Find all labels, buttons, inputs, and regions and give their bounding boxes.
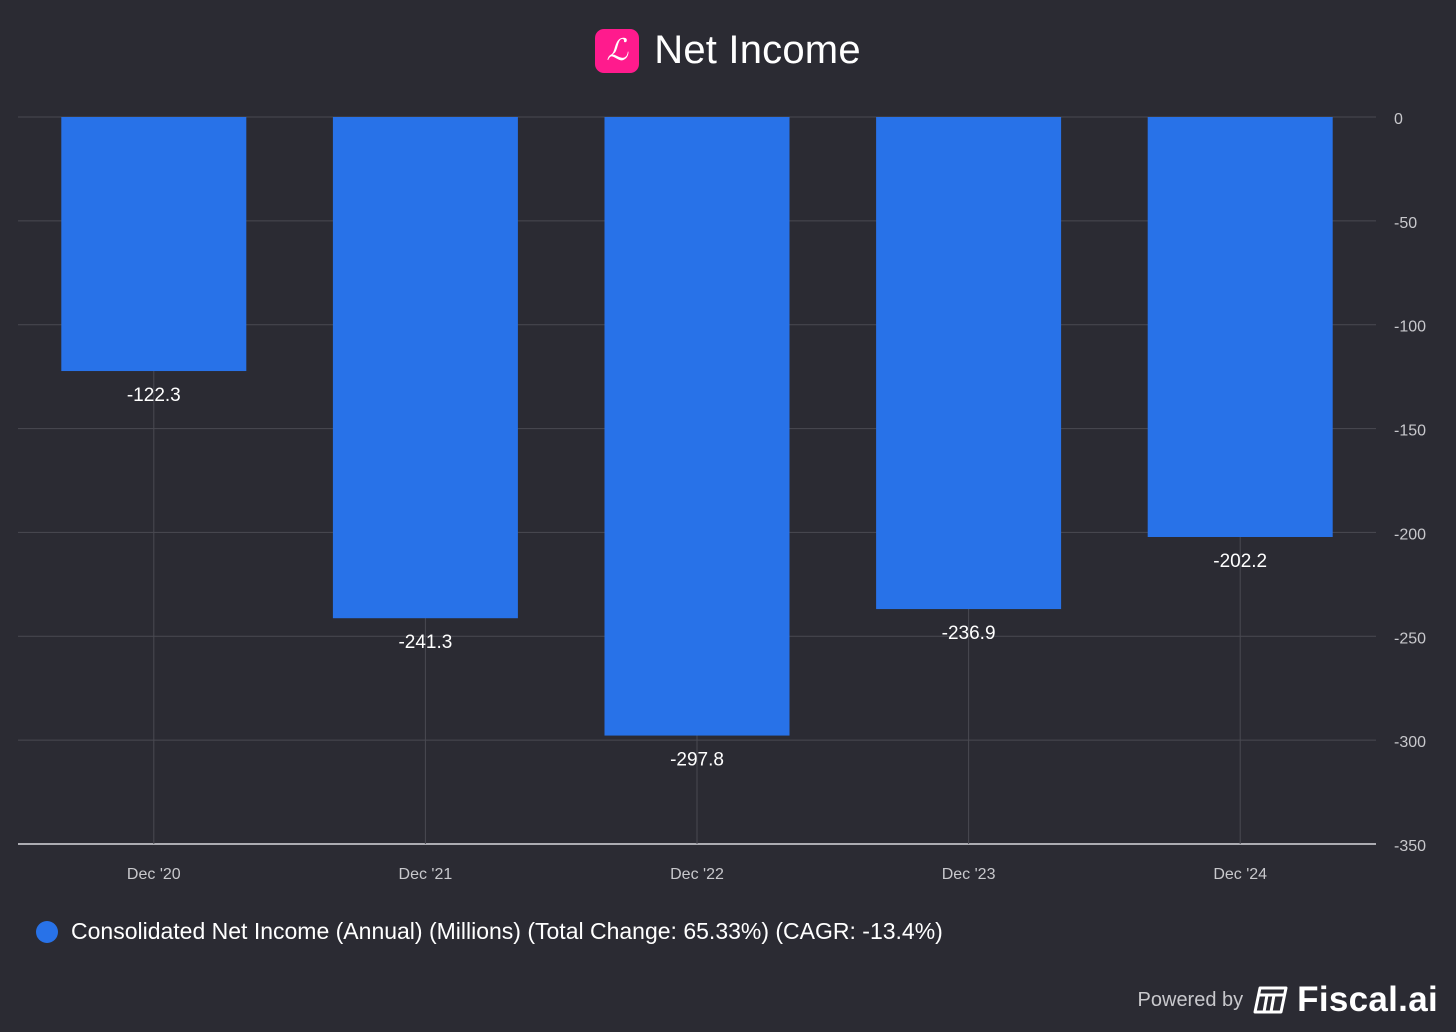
chart-title: Net Income [654,28,861,72]
brand-name: Fiscal.ai [1297,980,1438,1019]
chart-header: ℒ Net Income [0,28,1456,73]
data-label: -241.3 [398,632,452,653]
y-tick-label: -250 [1394,630,1426,647]
bar[interactable] [876,117,1062,610]
y-tick-label: -150 [1394,423,1426,440]
legend-marker [36,920,58,943]
y-tick-label: -350 [1394,838,1426,855]
x-tick-label: Dec '20 [127,866,181,883]
x-tick-label: Dec '24 [1213,866,1267,883]
data-label: -297.8 [670,750,724,771]
y-tick-label: -300 [1394,734,1426,751]
y-tick-label: -50 [1394,215,1417,232]
axis-layer: 0 -50 -100 -150 -200 -250 -300 -350 Dec '20 Dec '… [127,111,1426,883]
x-tick-label: Dec '23 [942,866,996,883]
data-label: -122.3 [127,385,181,406]
bar[interactable] [61,117,247,372]
x-tick-label: Dec '21 [399,866,453,883]
y-tick-label: -100 [1394,319,1426,336]
bar[interactable] [604,117,790,736]
data-label: -236.9 [942,623,996,644]
data-label: -202.2 [1213,551,1267,572]
y-tick-label: -200 [1394,526,1426,543]
label-layer: -122.3 -241.3 -297.8 -236.9 -202.2 [127,385,1267,771]
powered-by-text: Powered by [1137,988,1244,1011]
company-logo: ℒ [595,28,640,73]
x-tick-label: Dec '22 [670,866,724,883]
y-tick-label: 0 [1394,111,1403,128]
bar-layer [61,117,1333,736]
footer-branding[interactable]: Powered by Fiscal.ai [1138,980,1438,1020]
fiscal-logo-icon [1253,986,1288,1014]
company-logo-letter: ℒ [606,33,629,68]
legend-label: Consolidated Net Income (Annual) (Millio… [71,918,943,944]
legend[interactable]: Consolidated Net Income (Annual) (Millio… [36,918,943,945]
bar[interactable] [332,117,518,619]
bar[interactable] [1147,117,1333,537]
